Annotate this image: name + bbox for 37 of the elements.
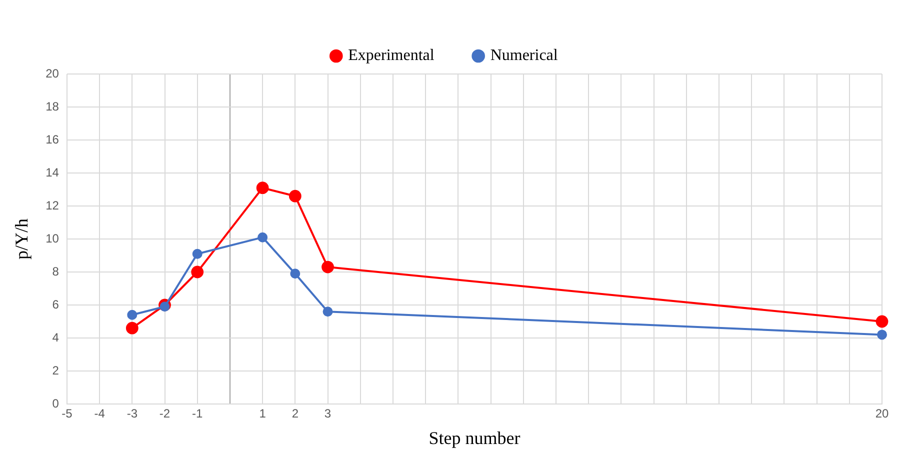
y-tick-label: 12 xyxy=(46,198,60,212)
y-tick-label: 18 xyxy=(46,99,60,114)
point xyxy=(288,190,302,202)
point xyxy=(877,330,887,340)
x-axis-title: Step number xyxy=(428,428,520,448)
point xyxy=(256,182,269,194)
point xyxy=(290,268,300,279)
y-tick-label: 6 xyxy=(52,297,60,312)
y-axis-title: p/Υ/h xyxy=(12,218,32,260)
x-tick-label: -2 xyxy=(159,406,170,421)
y-tick-label: 2 xyxy=(52,363,60,378)
y-tick-label: 20 xyxy=(46,66,60,80)
x-tick-label: 3 xyxy=(324,406,332,421)
x-tick-label: -3 xyxy=(126,406,138,421)
point xyxy=(258,232,268,242)
point xyxy=(876,315,888,328)
legend-label: Experimental xyxy=(348,47,435,64)
x-tick-label: -5 xyxy=(62,406,73,421)
point xyxy=(127,310,138,320)
point xyxy=(322,260,334,274)
x-tick-label: 2 xyxy=(292,406,299,421)
point xyxy=(191,266,204,278)
x-tick-label: -4 xyxy=(94,406,106,421)
x-tick-label: 1 xyxy=(259,406,266,421)
y-tick-label: 14 xyxy=(46,165,60,180)
y-tick-label: 16 xyxy=(46,132,60,146)
legend-label: Numerical xyxy=(490,47,558,64)
point xyxy=(126,322,138,334)
x-tick-label: 20 xyxy=(875,406,889,421)
point xyxy=(192,248,202,259)
point xyxy=(322,306,333,317)
y-tick-label: 8 xyxy=(52,264,60,278)
y-tick-label: 10 xyxy=(46,231,60,246)
y-tick-label: 4 xyxy=(52,330,60,344)
x-tick-label: -1 xyxy=(192,406,204,421)
y-tick-label: 0 xyxy=(52,396,60,410)
point xyxy=(160,302,170,312)
